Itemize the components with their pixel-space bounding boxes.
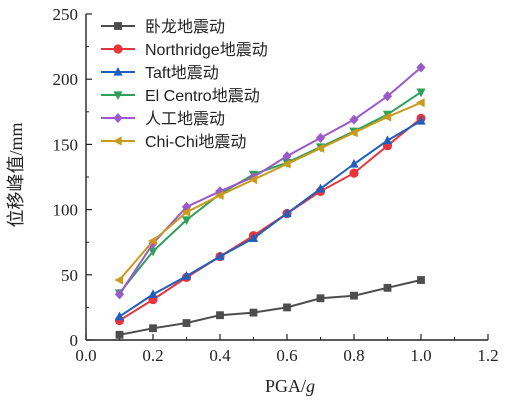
data-point <box>416 88 426 98</box>
legend-marker <box>113 112 123 124</box>
series-line <box>118 101 422 281</box>
x-tick-label: 1.0 <box>410 346 431 365</box>
series-line <box>118 117 422 322</box>
data-point <box>350 291 358 300</box>
data-point <box>181 207 191 217</box>
plot-area <box>114 62 426 339</box>
y-tick-label: 250 <box>53 5 79 24</box>
series-6 <box>114 98 425 285</box>
data-point <box>315 183 326 193</box>
legend-marker <box>112 136 122 146</box>
legend-label: 卧龙地震动 <box>145 18 225 36</box>
data-point <box>248 233 259 242</box>
legend-marker <box>113 66 123 76</box>
data-point <box>383 283 392 292</box>
data-point <box>147 236 157 246</box>
data-point <box>282 208 292 218</box>
x-tick-label: 0.0 <box>75 346 96 365</box>
legend-label: El Centro地震动 <box>145 87 260 105</box>
x-tick-label: 0.2 <box>142 346 163 365</box>
data-point <box>417 276 425 284</box>
data-point <box>349 158 359 168</box>
data-point <box>348 128 358 138</box>
y-tick-label: 200 <box>53 70 79 89</box>
data-point <box>148 247 158 257</box>
data-point <box>415 98 425 108</box>
data-point <box>215 251 225 261</box>
y-tick-label: 150 <box>53 135 79 154</box>
x-axis-title-unit: g <box>306 376 315 396</box>
data-point <box>349 168 359 178</box>
legend-label: 人工地震动 <box>145 110 225 128</box>
x-axis-title: PGA/g <box>265 376 315 396</box>
data-point <box>114 311 125 321</box>
data-point <box>114 289 125 300</box>
legend-marker <box>113 91 123 101</box>
data-point <box>316 294 325 303</box>
series-3 <box>114 115 426 321</box>
series-1 <box>115 276 425 339</box>
legend-entry: 人工地震动 <box>101 110 225 128</box>
data-point <box>349 114 359 125</box>
data-point <box>181 216 192 226</box>
y-tick-label: 50 <box>61 266 78 285</box>
legend-label: Northridge地震动 <box>145 41 268 59</box>
data-point <box>149 324 157 333</box>
legend-entry: Taft地震动 <box>101 64 219 82</box>
data-point <box>214 190 224 200</box>
legend-label: Chi-Chi地震动 <box>145 133 246 151</box>
x-tick-label: 1.2 <box>477 346 498 365</box>
y-tick-label: 100 <box>53 201 79 220</box>
x-axis-title-main: PGA/ <box>265 376 306 396</box>
series-line <box>118 91 422 294</box>
legend-entry: El Centro地震动 <box>101 87 260 105</box>
series-line <box>119 279 422 336</box>
legend-entry: 卧龙地震动 <box>101 18 225 36</box>
data-point <box>282 151 292 162</box>
data-point <box>315 132 326 143</box>
data-point <box>416 115 426 125</box>
data-point <box>382 91 393 102</box>
legend: 卧龙地震动 Northridge地震动 Taft地震动 El Centro地震动人工地… <box>101 18 268 151</box>
data-point <box>182 319 191 327</box>
data-point <box>115 330 124 339</box>
data-point <box>382 135 393 145</box>
x-tick-label: 0.6 <box>276 346 297 365</box>
data-point <box>416 62 426 73</box>
data-point <box>181 271 192 280</box>
data-point <box>248 175 258 185</box>
y-tick-label: 0 <box>70 331 79 350</box>
legend-entry: Chi-Chi地震动 <box>101 133 246 151</box>
data-point <box>281 159 291 169</box>
data-point <box>114 275 124 285</box>
x-tick-label: 0.4 <box>209 346 231 365</box>
legend-label: Taft地震动 <box>145 64 219 82</box>
legend-marker <box>114 22 122 30</box>
axes: 0.0 0.2 0.4 0.6 0.8 1.0 1.2 0 50 100 150 200 250 <box>53 5 499 365</box>
data-point <box>215 186 225 197</box>
data-point <box>148 289 158 299</box>
data-point <box>382 112 392 122</box>
data-point <box>216 311 224 320</box>
legend-entry: Northridge地震动 <box>101 41 268 59</box>
data-point <box>249 308 258 317</box>
data-point <box>315 143 325 153</box>
data-point <box>283 303 291 312</box>
x-tick-label: 0.8 <box>343 346 364 365</box>
y-axis-title: 位移峰值/mm <box>6 122 26 227</box>
legend-marker <box>113 44 123 54</box>
series-line <box>118 120 422 318</box>
